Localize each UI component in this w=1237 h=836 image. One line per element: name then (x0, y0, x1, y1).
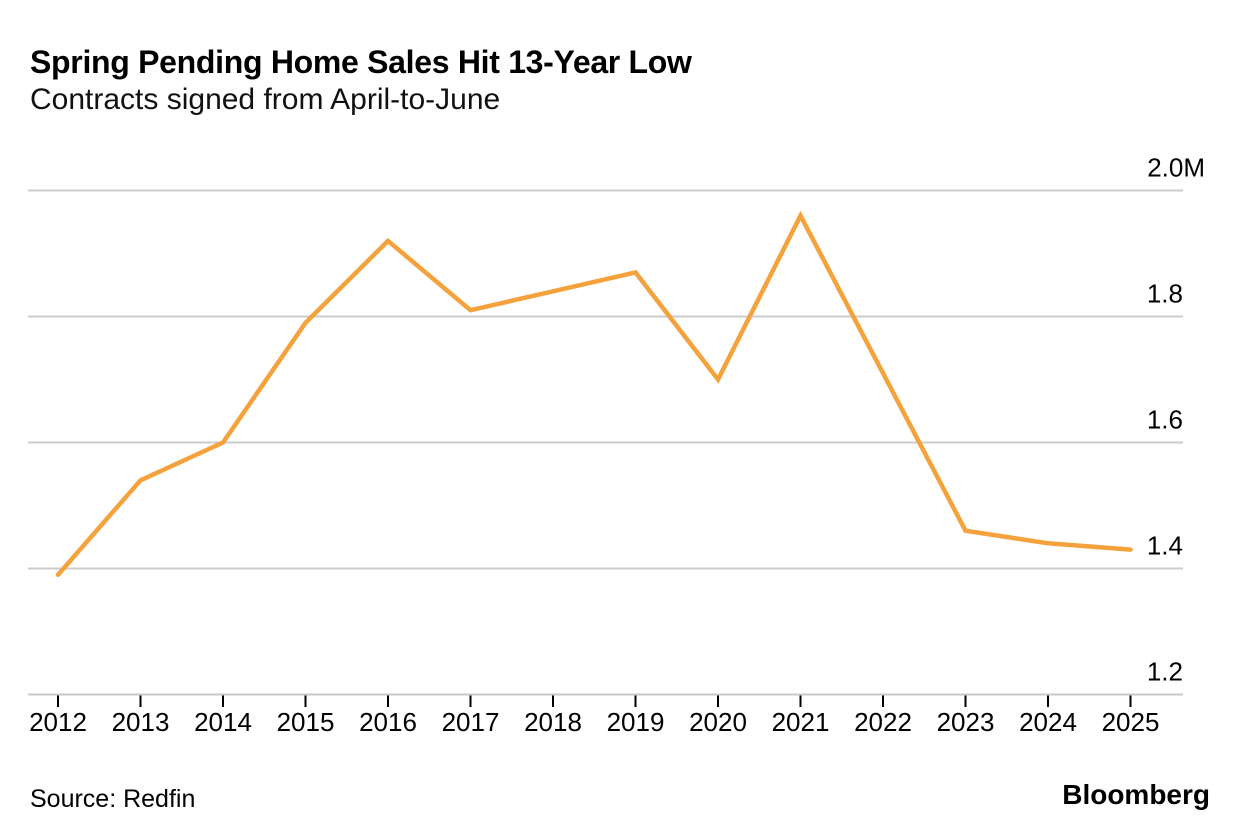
x-tick-label: 2021 (772, 707, 830, 737)
y-tick-label: 1.8 (1147, 279, 1183, 309)
x-tick-label: 2019 (607, 707, 665, 737)
x-tick-label: 2013 (112, 707, 170, 737)
x-tick-label: 2020 (689, 707, 747, 737)
y-tick-label: 1.2 (1147, 657, 1183, 687)
bloomberg-logo: Bloomberg (1062, 779, 1210, 810)
y-tick-label: 2.0M (1147, 153, 1205, 183)
x-tick-label: 2023 (937, 707, 995, 737)
x-tick-label: 2012 (29, 707, 87, 737)
chart-subtitle: Contracts signed from April-to-June (30, 83, 501, 116)
x-tick-label: 2016 (359, 707, 417, 737)
x-tick-label: 2015 (277, 707, 335, 737)
x-tick-label: 2025 (1102, 707, 1160, 737)
x-tick-label: 2017 (442, 707, 500, 737)
y-tick-label: 1.6 (1147, 405, 1183, 435)
y-tick-label: 1.4 (1147, 531, 1183, 561)
x-tick-label: 2018 (524, 707, 582, 737)
x-tick-label: 2022 (854, 707, 912, 737)
x-tick-label: 2024 (1019, 707, 1077, 737)
x-tick-label: 2014 (194, 707, 252, 737)
pending-home-sales-line (55, 210, 1133, 578)
chart-title: Spring Pending Home Sales Hit 13-Year Lo… (30, 44, 692, 80)
source-credit: Source: Redfin (30, 785, 196, 813)
